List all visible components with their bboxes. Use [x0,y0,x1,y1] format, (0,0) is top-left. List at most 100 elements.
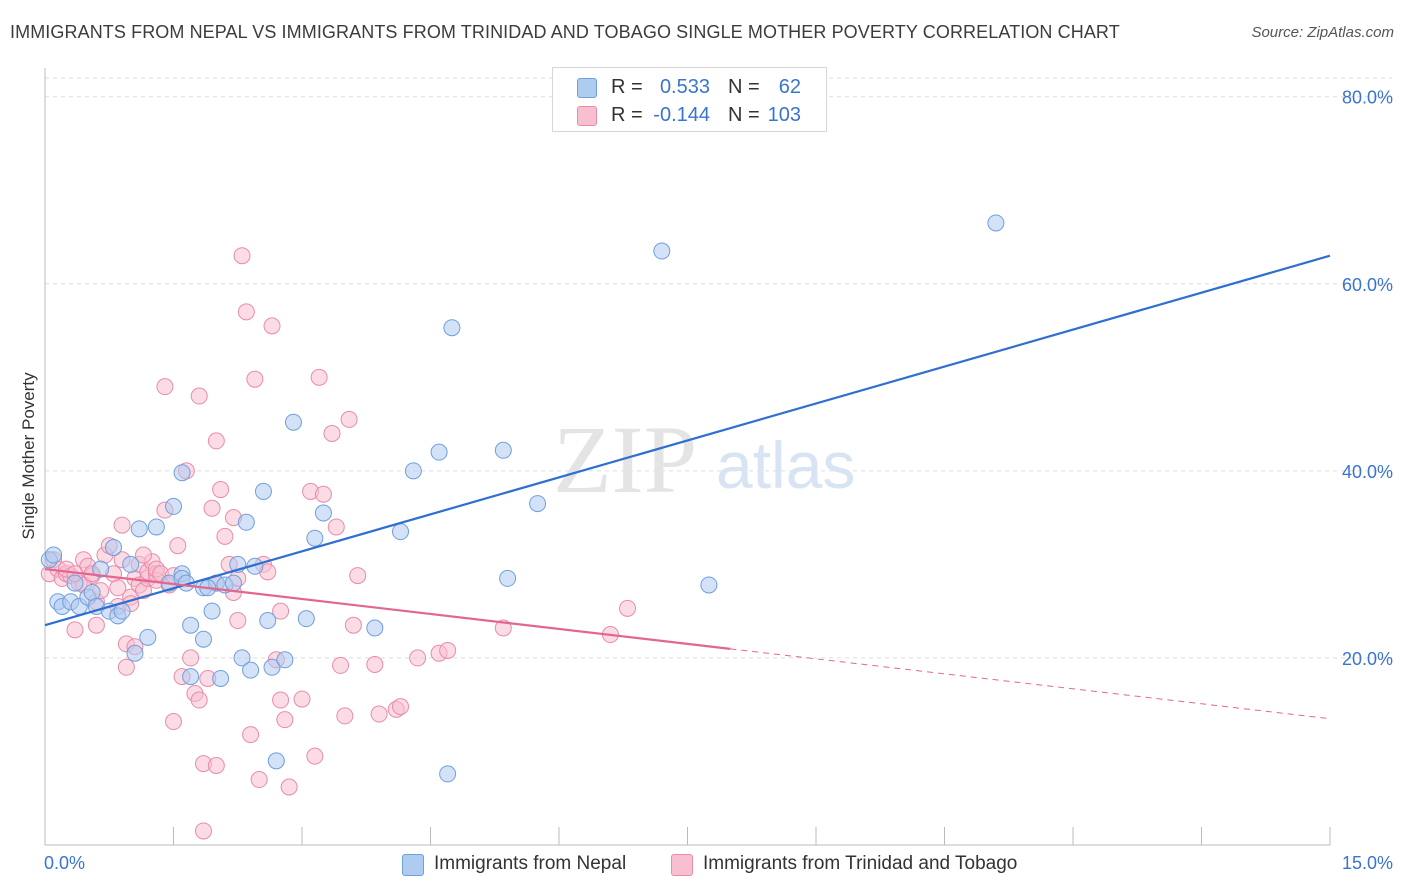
nepal-point [529,495,547,513]
correlation-legend: R = 0.533 N = 62 R = -0.144 N = 103 [552,67,827,132]
y-tick-label: 40.0% [1342,462,1393,482]
nepal-point [366,619,384,637]
series-nepal-points [40,214,1005,783]
trinidad-point [336,707,354,725]
nepal-point [987,214,1005,232]
x-tick-label: 0.0% [44,853,85,873]
trinidad-point [370,705,388,723]
nepal-point [439,765,457,783]
trinidad-point [194,822,212,840]
trinidad-point [263,317,281,335]
r-label: R = [611,104,643,126]
trinidad-point [182,649,200,667]
trinidad-point [113,516,131,534]
trinidad-point [66,621,84,639]
nepal-swatch-icon [402,854,424,876]
y-axis-label: Single Mother Poverty [19,372,38,540]
trinidad-point [109,579,127,597]
trinidad-point [169,537,187,555]
trinidad-swatch-icon [577,106,597,126]
nepal-point [182,668,200,686]
legend-label-nepal: Immigrants from Nepal [434,853,627,874]
nepal-point [182,616,200,634]
nepal-point [122,555,140,573]
n-value: 62 [778,76,801,98]
nepal-point [237,513,255,531]
nepal-point [494,441,512,459]
trinidad-point [250,771,268,789]
nepal-point [130,520,148,538]
watermark-atlas: atlas [716,428,855,502]
trinidad-point [366,655,384,673]
trinidad-point [306,747,324,765]
trinidad-point [233,247,251,265]
nepal-point [700,576,718,594]
legend-label-trinidad: Immigrants from Trinidad and Tobago [703,853,1018,874]
nepal-point [284,413,302,431]
trinidad-point [272,691,290,709]
tick-labels: 20.0% 40.0% 60.0% 80.0% 0.0% 15.0% [44,88,1393,873]
nepal-swatch-icon [577,78,597,98]
trend-lines [44,254,1331,720]
trinidad-trend-line [44,567,731,650]
trinidad-point [327,518,345,536]
nepal-point [139,628,157,646]
r-value: 0.533 [659,76,710,98]
nepal-point [314,504,332,522]
trinidad-point [439,641,457,659]
nepal-point [126,644,144,662]
y-tick-label: 60.0% [1342,275,1393,295]
trinidad-point [237,303,255,321]
trinidad-point [340,410,358,428]
nepal-point [45,546,63,564]
x-tick-label: 15.0% [1342,853,1393,873]
legend-row-nepal: R = 0.533 N = 62 [553,72,826,102]
trinidad-swatch-icon [671,854,693,876]
nepal-point [276,651,294,669]
nepal-point [194,630,212,648]
trinidad-point [203,499,221,517]
nepal-point [203,602,221,620]
legend-row-trinidad: R = -0.144 N = 103 [553,100,826,130]
trinidad-point [190,387,208,405]
axes [44,68,1331,846]
trinidad-point [87,616,105,634]
trinidad-point [619,599,637,617]
series-trinidad-points [40,247,637,840]
n-label: N = [728,76,760,98]
trinidad-trend-line-extension [730,648,1331,720]
r-label: R = [611,76,643,98]
trinidad-point [314,485,332,503]
series-legend: Immigrants from Nepal Immigrants from Tr… [0,850,1406,878]
nepal-point [430,443,448,461]
nepal-point [404,462,422,480]
source-label: Source: ZipAtlas.com [1251,24,1394,41]
trinidad-point [212,481,230,499]
chart-title: IMMIGRANTS FROM NEPAL VS IMMIGRANTS FROM… [10,22,1120,42]
nepal-point [147,518,165,536]
trinidad-point [216,527,234,545]
nepal-point [254,482,272,500]
trinidad-point [323,424,341,442]
nepal-point [105,539,123,557]
r-value: -0.144 [653,104,710,126]
trinidad-point [280,778,298,796]
trinidad-point [272,602,290,620]
nepal-point [297,610,315,628]
trinidad-point [156,378,174,396]
nepal-trend-line [44,254,1331,627]
trinidad-point [207,432,225,450]
nepal-point [499,569,517,587]
trinidad-point [344,616,362,634]
nepal-point [212,670,230,688]
trinidad-point [135,546,153,564]
nepal-point [306,529,324,547]
trinidad-point [207,756,225,774]
nepal-point [165,497,182,515]
nepal-point [259,612,277,630]
nepal-point [242,661,260,679]
nepal-point [66,574,84,592]
trinidad-point [190,691,208,709]
trinidad-point [246,370,264,388]
